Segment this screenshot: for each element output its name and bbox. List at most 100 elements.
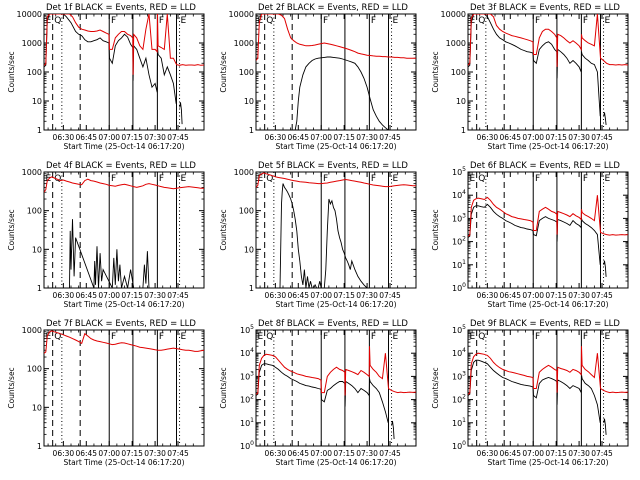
plot-frame xyxy=(467,171,629,289)
events-series-line xyxy=(69,219,150,288)
x-tick-label: 06:30 xyxy=(265,291,287,300)
x-tick-label: 07:00 xyxy=(522,133,544,142)
events-series-line xyxy=(294,56,389,130)
y-tick-label: 101 xyxy=(452,259,466,270)
chart-title: Det 7f BLACK = Events, RED = LLD xyxy=(46,319,196,329)
y-tick-label: 100 xyxy=(239,68,254,77)
y-tick-label: 100 xyxy=(452,282,466,293)
x-tick-label: 06:30 xyxy=(53,291,75,300)
flag-letter: E xyxy=(392,332,398,342)
y-tick-label: 101 xyxy=(452,417,466,428)
flag-letter: Q xyxy=(266,174,273,184)
flag-letter: E xyxy=(469,332,475,342)
x-tick-label: 07:15 xyxy=(121,449,143,458)
flag-letter: F xyxy=(111,332,116,342)
flag-letter: F xyxy=(535,16,540,26)
y-tick-label: 100 xyxy=(27,207,42,216)
x-tick-label: 06:45 xyxy=(499,291,521,300)
y-tick-label: 102 xyxy=(452,394,466,405)
events-series-line xyxy=(279,183,325,288)
lld-series-line xyxy=(44,14,204,75)
x-tick-label: 07:15 xyxy=(333,449,355,458)
x-axis-label: Start Time (25-Oct-14 06:17:20) xyxy=(487,142,608,151)
flag-letter: F xyxy=(159,332,164,342)
x-tick-label: 06:30 xyxy=(265,133,287,142)
x-tick-label: 07:30 xyxy=(568,133,590,142)
x-axis-label: Start Time (25-Oct-14 06:17:20) xyxy=(275,458,396,467)
flag-letter: F xyxy=(583,174,588,184)
chart-panel-1: Det 1f BLACK = Events, RED = LLD 1 10 100 10… xyxy=(7,3,205,151)
x-tick-label: 07:00 xyxy=(522,449,544,458)
flag-letter: E xyxy=(180,332,186,342)
y-tick-label: 102 xyxy=(452,236,466,247)
chart-title: Det 1f BLACK = Events, RED = LLD xyxy=(46,3,196,13)
x-tick-label: 06:30 xyxy=(477,291,499,300)
flag-letter: Q xyxy=(54,332,61,342)
y-tick-label: 1 xyxy=(249,284,254,293)
flag-letter: Q xyxy=(478,332,485,342)
flag-letter: E xyxy=(45,16,51,26)
x-axis-label: Start Time (25-Oct-14 06:17:20) xyxy=(487,300,608,309)
x-tick-label: 06:45 xyxy=(75,133,97,142)
x-tick-label: 06:30 xyxy=(53,449,75,458)
x-tick-label: 07:15 xyxy=(545,133,567,142)
plot-frame xyxy=(43,171,205,289)
x-tick-label: 06:30 xyxy=(477,449,499,458)
flag-letter: E xyxy=(257,16,263,26)
plot-frame xyxy=(255,329,417,447)
chart-title: Det 2f BLACK = Events, RED = LLD xyxy=(258,3,408,13)
chart-panel-9: Det 9f BLACK = Events, RED = LLD 100 101 10… xyxy=(431,319,629,467)
y-tick-label: 10 xyxy=(32,245,42,254)
chart-title: Det 5f BLACK = Events, RED = LLD xyxy=(258,161,408,171)
flag-letter: F xyxy=(371,332,376,342)
flag-letter: E xyxy=(392,174,398,184)
events-series-line xyxy=(468,203,601,265)
chart-panel-6: Det 6f BLACK = Events, RED = LLD 100 101 10… xyxy=(431,161,629,309)
flag-letter: E xyxy=(392,16,398,26)
x-tick-label: 07:45 xyxy=(379,449,401,458)
y-tick-label: 100 xyxy=(27,68,42,77)
y-tick-label: 1000 xyxy=(22,326,42,335)
flag-letter: E xyxy=(180,16,186,26)
y-tick-label: 105 xyxy=(452,166,466,177)
y-tick-label: 1000 xyxy=(234,39,254,48)
y-axis-label: Counts/sec xyxy=(7,51,16,92)
x-tick-label: 06:45 xyxy=(499,133,521,142)
x-tick-label: 06:45 xyxy=(287,133,309,142)
y-tick-label: 10 xyxy=(456,97,466,106)
x-tick-label: 07:45 xyxy=(591,449,613,458)
x-tick-label: 07:15 xyxy=(121,133,143,142)
y-tick-label: 103 xyxy=(240,370,254,381)
x-axis-label: Start Time (25-Oct-14 06:17:20) xyxy=(487,458,608,467)
lld-series-line xyxy=(468,346,628,395)
events-series-line xyxy=(468,359,601,423)
chart-title: Det 4f BLACK = Events, RED = LLD xyxy=(46,161,196,171)
flag-letter: F xyxy=(323,16,328,26)
y-tick-label: 103 xyxy=(452,212,466,223)
x-tick-label: 07:30 xyxy=(356,449,378,458)
y-tick-label: 105 xyxy=(240,324,254,335)
x-axis-label: Start Time (25-Oct-14 06:17:20) xyxy=(63,300,184,309)
flag-letter: E xyxy=(469,174,475,184)
flag-letter: Q xyxy=(478,174,485,184)
x-tick-label: 07:30 xyxy=(144,449,166,458)
events-series-line xyxy=(256,363,389,423)
x-tick-label: 07:45 xyxy=(167,133,189,142)
y-axis-label: Counts/sec xyxy=(219,51,228,92)
x-axis-label: Start Time (25-Oct-14 06:17:20) xyxy=(275,142,396,151)
events-series-line xyxy=(468,14,601,117)
y-tick-label: 10000 xyxy=(17,10,42,19)
x-tick-label: 06:30 xyxy=(53,133,75,142)
x-tick-label: 07:15 xyxy=(545,291,567,300)
y-tick-label: 104 xyxy=(452,189,466,200)
events-tail-line xyxy=(391,420,395,440)
flag-letter: Q xyxy=(266,332,273,342)
plot-frame xyxy=(43,329,205,447)
events-tail-line xyxy=(179,102,183,125)
x-tick-label: 07:15 xyxy=(121,291,143,300)
x-axis-label: Start Time (25-Oct-14 06:17:20) xyxy=(63,142,184,151)
flag-letter: F xyxy=(323,332,328,342)
x-tick-label: 07:30 xyxy=(568,449,590,458)
y-tick-label: 1000 xyxy=(22,39,42,48)
